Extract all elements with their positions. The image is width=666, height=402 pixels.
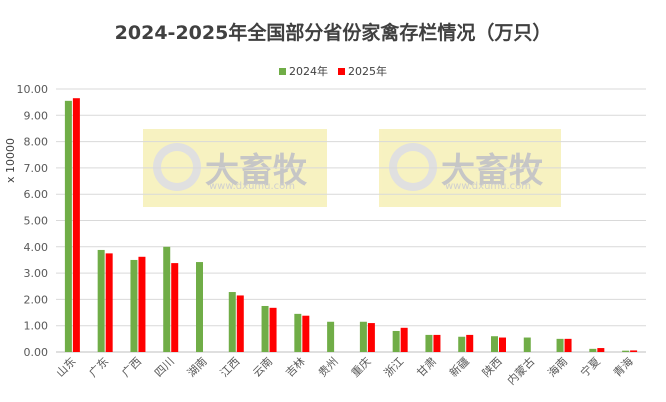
watermark-sub: www.dxumu.com	[445, 181, 532, 192]
bar-2025	[72, 98, 80, 352]
bar-2024	[359, 321, 367, 352]
legend-label-2025: 2025年	[348, 65, 387, 78]
bar-2025	[105, 253, 113, 352]
bar-2024	[589, 348, 597, 352]
y-tick-label: 5.00	[24, 215, 49, 228]
x-tick-label: 四川	[152, 355, 177, 380]
bar-2025	[236, 295, 244, 352]
x-tick-label: 新疆	[446, 354, 471, 379]
bar-2025	[138, 256, 146, 352]
bar-2024	[523, 337, 531, 352]
watermark-logo-icon	[389, 143, 437, 191]
bar-2024	[622, 350, 630, 352]
bar-2025	[630, 350, 638, 352]
y-tick-label: 6.00	[24, 188, 49, 201]
bar-2024	[163, 246, 171, 352]
x-tick-label: 广西	[119, 355, 144, 380]
x-tick-label: 吉林	[282, 354, 307, 379]
y-axis-label: x 10000	[4, 138, 17, 183]
y-tick-label: 0.00	[24, 346, 49, 359]
x-tick-label: 江西	[218, 355, 243, 380]
y-tick-label: 7.00	[24, 162, 49, 175]
y-tick-label: 9.00	[24, 109, 49, 122]
bar-2025	[171, 263, 179, 352]
x-tick-label: 贵州	[316, 355, 341, 380]
x-tick-label: 海南	[545, 354, 570, 379]
watermark-text: 大畜牧	[205, 151, 307, 191]
bar-2025	[367, 323, 375, 352]
x-tick-label: 浙江	[382, 355, 407, 380]
x-tick-label: 云南	[250, 355, 275, 380]
x-tick-label: 陕西	[479, 354, 504, 379]
bar-2024	[327, 321, 335, 352]
watermark-text: 大畜牧	[441, 151, 543, 191]
bar-2025	[466, 334, 474, 352]
x-tick-label: 内蒙古	[504, 354, 537, 387]
bar-2024	[64, 100, 72, 353]
bar-2025	[499, 337, 506, 352]
chart-title: 2024-2025年全国部分省份家禽存栏情况（万只）	[114, 22, 552, 44]
bar-2024	[425, 334, 433, 352]
legend-swatch-2024	[279, 67, 286, 75]
x-tick-label: 青海	[610, 354, 635, 379]
bar-2025	[433, 334, 441, 352]
bar-2024	[130, 259, 138, 352]
legend-label-2024: 2024年	[289, 65, 328, 78]
legend-item-2024: 2024年	[279, 63, 328, 79]
x-tick-label: 宁夏	[577, 354, 602, 379]
bar-2024	[458, 336, 466, 352]
bar-2024	[294, 313, 302, 352]
y-tick-label: 8.00	[24, 136, 49, 149]
y-tick-label: 4.00	[24, 241, 49, 254]
bar-2024	[556, 338, 564, 352]
y-tick-label: 10.00	[17, 83, 49, 96]
watermark-sub: www.dxumu.com	[209, 181, 296, 192]
bar-2024	[196, 262, 203, 352]
y-tick-label: 2.00	[24, 293, 49, 306]
legend: 2024年 2025年	[0, 63, 666, 79]
bar-2025	[269, 307, 277, 352]
bar-2025	[400, 327, 408, 352]
x-tick-label: 甘肃	[414, 355, 439, 380]
x-tick-label: 湖南	[185, 355, 210, 380]
legend-item-2025: 2025年	[338, 63, 387, 79]
bar-2024	[491, 336, 498, 352]
x-tick-label: 山东	[54, 355, 79, 380]
bar-2025	[302, 315, 310, 352]
legend-swatch-2025	[338, 67, 345, 75]
bar-2024	[392, 330, 400, 352]
y-tick-label: 3.00	[24, 267, 49, 280]
y-tick-label: 1.00	[24, 320, 49, 333]
bar-2025	[564, 338, 572, 352]
bar-2024	[261, 305, 269, 352]
bar-2024	[97, 249, 105, 352]
bar-2025	[597, 348, 605, 352]
x-tick-label: 重庆	[348, 354, 373, 379]
watermark-logo-icon	[153, 143, 201, 191]
x-tick-label: 广东	[87, 355, 112, 380]
bar-2024	[228, 292, 236, 352]
